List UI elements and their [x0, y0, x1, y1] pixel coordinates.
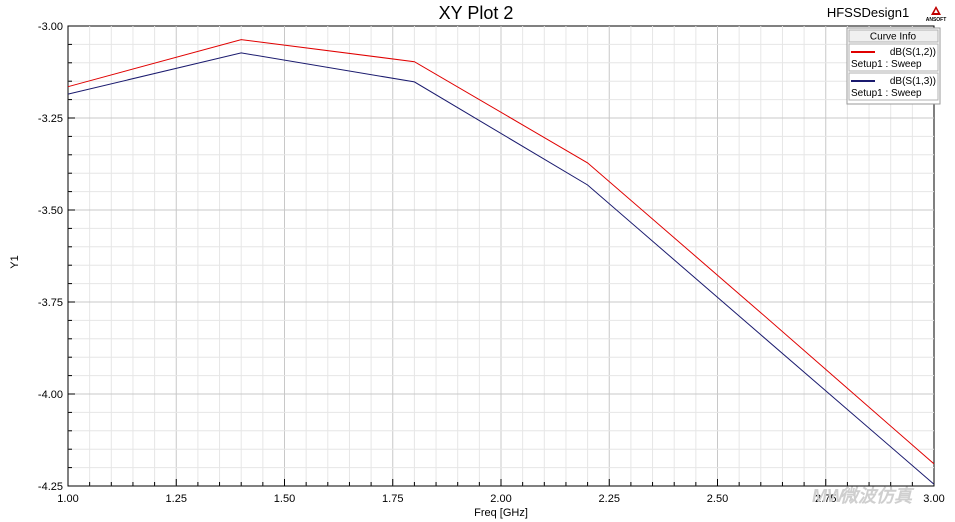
- y-tick-label: -3.00: [38, 21, 63, 33]
- y-tick-label: -3.75: [38, 297, 63, 309]
- watermark-logo-icon: MW: [812, 486, 846, 506]
- x-tick-label: 1.50: [274, 493, 295, 505]
- tick-labels: 1.00 1.25 1.50 1.75 2.00 2.25 2.50 2.75 3.00 -3.0…: [38, 21, 945, 505]
- axis-ticks: [67, 25, 935, 487]
- legend-entry[interactable]: [848, 72, 939, 101]
- watermark-text: 微波仿真: [840, 486, 915, 506]
- legend-header: [848, 29, 939, 43]
- x-tick-label: 2.75: [815, 493, 836, 505]
- x-tick-label: 1.25: [166, 493, 187, 505]
- design-name: HFSSDesign1: [827, 5, 909, 20]
- x-tick-label: 3.00: [923, 493, 944, 505]
- legend[interactable]: Curve Info dB(S(1,2))Setup1 : SweepdB(S(…: [846, 27, 941, 105]
- chart-title: XY Plot 2: [439, 3, 514, 23]
- legend-series-name: dB(S(1,2)): [890, 47, 936, 58]
- x-tick-label: 2.00: [490, 493, 511, 505]
- ansoft-logo-icon: ANSOFT: [926, 6, 947, 23]
- y-tick-label: -3.25: [38, 113, 63, 125]
- legend-series-setup: Setup1 : Sweep: [851, 88, 922, 99]
- series-lines: [67, 39, 935, 485]
- x-tick-label: 2.50: [707, 493, 728, 505]
- y-axis-label: Y1: [9, 255, 21, 268]
- y-tick-label: -3.50: [38, 205, 63, 217]
- x-tick-label: 2.25: [599, 493, 620, 505]
- legend-series-setup: Setup1 : Sweep: [851, 59, 922, 70]
- legend-entry[interactable]: [848, 43, 939, 72]
- legend-series-name: dB(S(1,3)): [890, 76, 936, 87]
- x-tick-label: 1.75: [382, 493, 403, 505]
- series-line-1[interactable]: [67, 39, 935, 465]
- y-tick-label: -4.00: [38, 389, 63, 401]
- logo-label: ANSOFT: [926, 17, 947, 23]
- x-tick-label: 1.00: [57, 493, 78, 505]
- watermark: MW 微波仿真: [812, 486, 915, 506]
- series-line-2[interactable]: [67, 52, 935, 485]
- grid: [68, 26, 934, 486]
- x-axis-label: Freq [GHz]: [474, 507, 528, 519]
- y-tick-label: -4.25: [38, 481, 63, 493]
- legend-title: Curve Info: [870, 32, 917, 43]
